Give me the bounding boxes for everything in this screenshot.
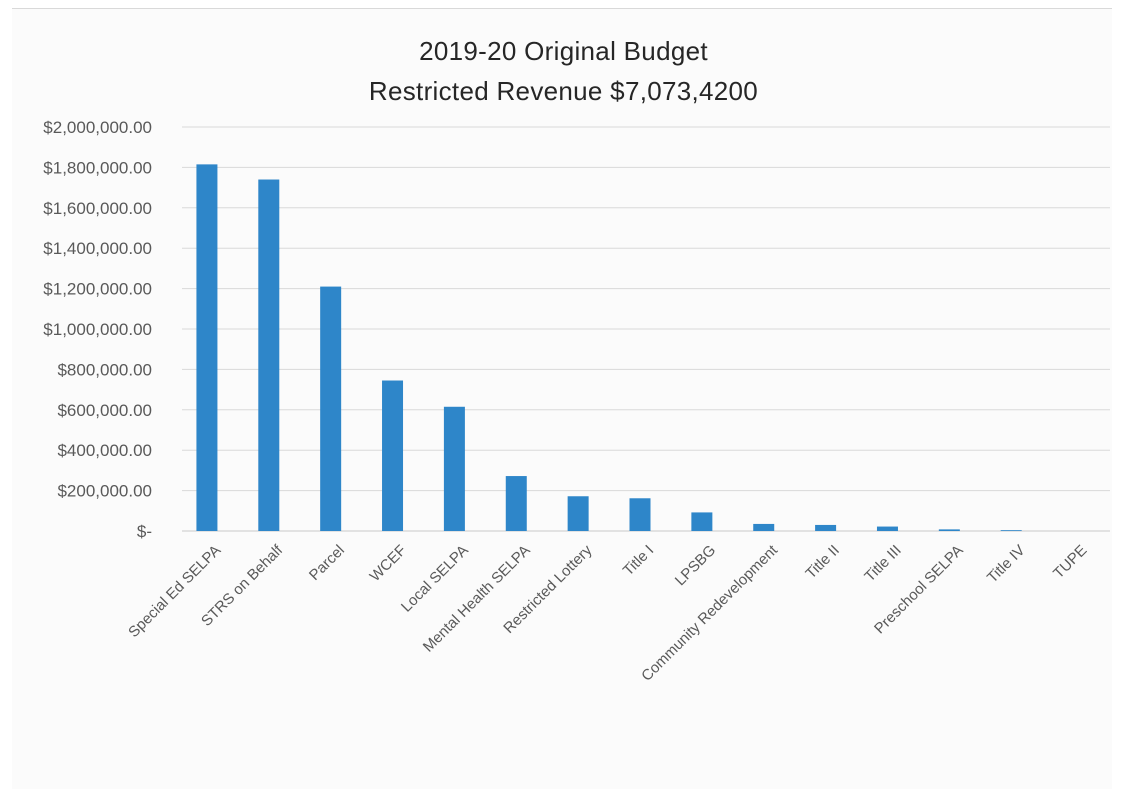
chart-frame [12,8,1112,789]
y-tick-label: $1,200,000.00 [43,280,152,299]
bar [629,498,651,531]
bar [876,526,898,531]
bar [505,476,527,531]
bar [258,179,280,531]
x-tick-label: LPSBG [672,542,719,589]
bar [320,286,342,531]
y-tick-label: $200,000.00 [57,482,152,501]
x-tick-label: Parcel [306,542,348,584]
y-tick-label: $2,000,000.00 [43,118,152,137]
chart-title: 2019-20 Original Budget [419,36,708,66]
y-tick-label: $1,000,000.00 [43,320,152,339]
y-tick-label: $800,000.00 [57,360,152,379]
bar [196,164,218,531]
x-tick-label: Title IV [984,542,1029,587]
bar [753,523,775,531]
y-axis-tick-labels: $- $200,000.00 $400,000.00 $600,000.00 $800,… [43,118,152,541]
y-tick-label: $400,000.00 [57,441,152,460]
bar [815,524,837,531]
bar [1000,530,1022,531]
x-tick-label: TUPE [1050,542,1090,582]
y-tick-label: $- [137,522,152,541]
x-tick-label: Mental Health SELPA [420,542,534,656]
chart-subtitle: Restricted Revenue $7,073,4200 [368,76,759,106]
y-tick-label: $1,400,000.00 [43,239,152,258]
x-tick-label: Title III [861,542,904,585]
bar [443,406,465,531]
x-tick-label: Title I [620,542,658,580]
y-tick-label: $600,000.00 [57,401,152,420]
x-tick-label: WCEF [367,542,410,585]
bar [382,380,404,531]
bar [938,529,960,531]
y-tick-label: $1,600,000.00 [43,199,152,218]
y-tick-label: $1,800,000.00 [43,158,152,177]
x-tick-label: Title II [802,542,843,583]
bar [691,512,713,531]
bars [196,164,1022,531]
bar [567,496,589,531]
